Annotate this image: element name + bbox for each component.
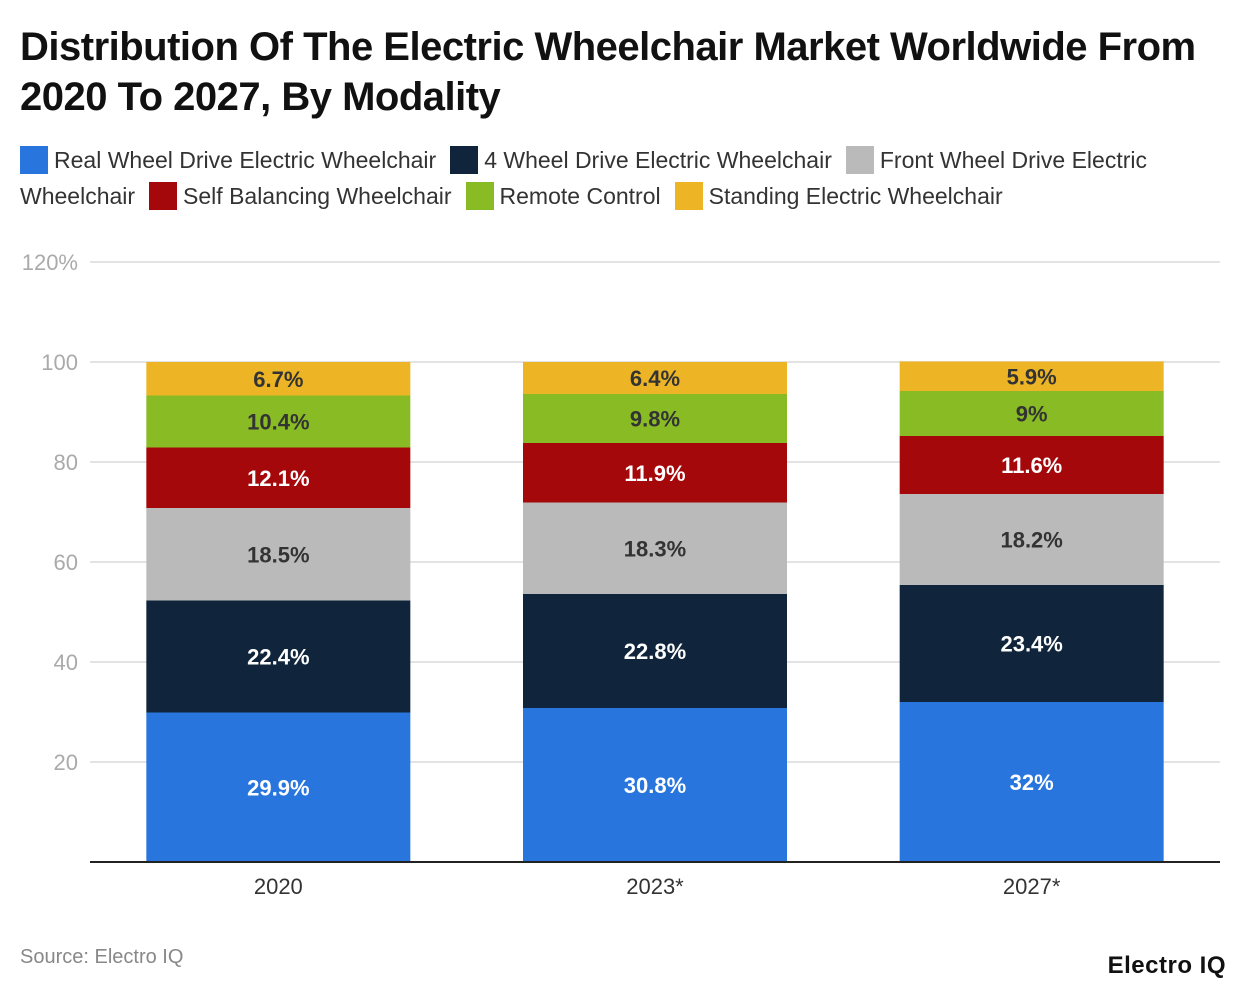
bar-segment [899, 391, 1164, 436]
legend-label: Standing Electric Wheelchair [708, 183, 1003, 209]
legend-label: Front Wheel Drive Electric Wheelchair [20, 147, 1147, 209]
legend-swatch [845, 146, 874, 174]
bar-segment [146, 362, 411, 396]
bar-segment [523, 443, 787, 503]
legend-item: Standing Electric Wheelchair [674, 182, 1003, 210]
legend-item: Real Wheel Drive Electric Wheelchair [20, 146, 437, 174]
y-tick-label: 40 [54, 650, 78, 675]
legend-item: Front Wheel Drive Electric Wheelchair [20, 146, 1147, 209]
bar-segment [146, 395, 411, 448]
bar-segment [146, 712, 411, 862]
data-label: 12.1% [247, 466, 309, 491]
bar-segment [899, 585, 1164, 702]
y-tick-label: 60 [54, 550, 78, 575]
chart-title: Distribution Of The Electric Wheelchair … [20, 25, 1196, 119]
bar-segment [523, 362, 787, 394]
data-label: 18.3% [624, 536, 686, 561]
bar-segment [523, 708, 787, 862]
data-label: 18.5% [247, 542, 309, 567]
y-tick-label: 20 [54, 750, 78, 775]
legend-swatch [465, 182, 494, 210]
data-label: 9.8% [630, 407, 680, 432]
bar-segment [899, 361, 1164, 391]
data-label: 9% [1016, 402, 1048, 427]
data-label: 30.8% [624, 773, 686, 798]
legend-label: Self Balancing Wheelchair [183, 183, 452, 209]
legend-swatch [149, 182, 178, 210]
data-label: 22.4% [247, 645, 309, 670]
bar-segment [146, 508, 411, 601]
data-label: 32% [1010, 770, 1054, 795]
bar-segment [899, 702, 1164, 862]
legend-label: Remote Control [499, 183, 661, 209]
bar-segment [523, 394, 787, 443]
legend-swatch [20, 146, 48, 174]
data-label: 10.4% [247, 410, 309, 435]
electro-iq-logo: Electro IQ [1107, 952, 1226, 979]
data-label: 11.6% [1001, 453, 1062, 478]
data-label: 6.4% [630, 366, 680, 391]
bar-segment [899, 494, 1164, 585]
bar-segment [146, 447, 411, 508]
data-label: 22.8% [624, 639, 686, 664]
data-label: 5.9% [1007, 364, 1057, 389]
y-tick-label: 80 [54, 450, 78, 475]
bar-segment [523, 594, 787, 708]
legend-item: Remote Control [465, 182, 661, 210]
data-label: 18.2% [1000, 528, 1062, 553]
legend: Real Wheel Drive Electric Wheelchair 4 Wh… [20, 142, 1220, 214]
legend-item: 4 Wheel Drive Electric Wheelchair [450, 146, 832, 174]
legend-item: Self Balancing Wheelchair [149, 182, 452, 210]
bar-segment [523, 502, 787, 594]
x-tick-label: 2023* [626, 874, 684, 899]
legend-label: Real Wheel Drive Electric Wheelchair [54, 147, 437, 173]
x-tick-label: 2027* [1003, 874, 1061, 899]
legend-swatch [674, 182, 703, 210]
data-label: 23.4% [1000, 632, 1062, 657]
data-label: 6.7% [253, 367, 303, 392]
bar-segment [899, 436, 1164, 494]
source-text: Source: Electro IQ [20, 946, 184, 968]
data-label: 29.9% [247, 775, 309, 800]
data-label: 11.9% [624, 461, 685, 486]
y-tick-label: 120% [22, 250, 78, 275]
legend-label: 4 Wheel Drive Electric Wheelchair [484, 147, 832, 173]
legend-swatch [450, 146, 479, 174]
x-tick-label: 2020 [254, 874, 303, 899]
y-tick-label: 100 [41, 350, 78, 375]
bar-segment [146, 600, 411, 713]
